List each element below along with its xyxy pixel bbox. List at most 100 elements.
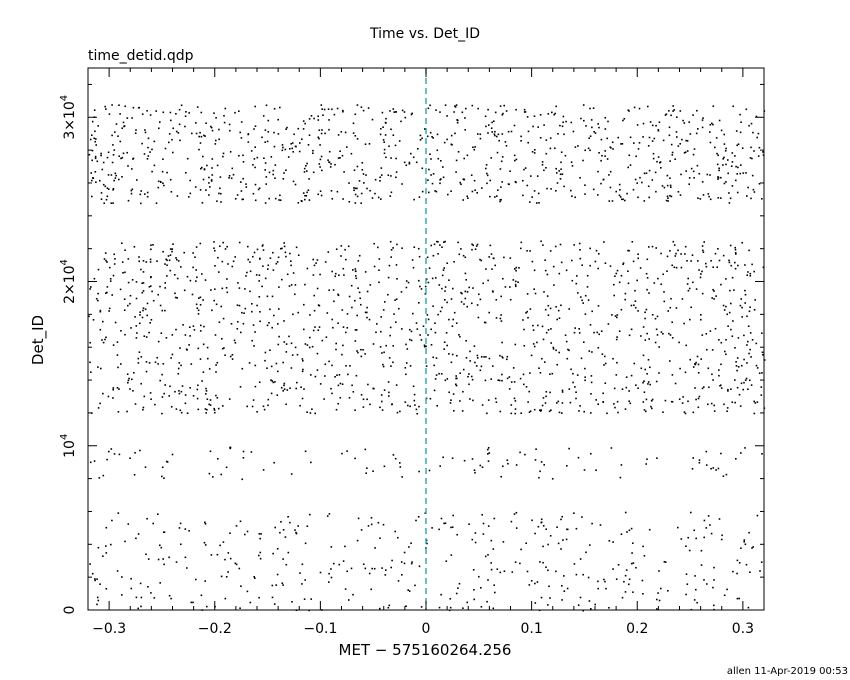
data-point bbox=[578, 410, 580, 412]
data-point bbox=[308, 118, 311, 120]
data-point bbox=[547, 304, 550, 307]
data-point bbox=[334, 376, 336, 378]
data-point bbox=[673, 109, 676, 111]
data-point bbox=[604, 382, 607, 384]
data-point bbox=[507, 183, 510, 185]
data-point bbox=[744, 289, 746, 292]
data-point bbox=[459, 372, 461, 374]
data-point bbox=[331, 270, 333, 273]
data-point bbox=[391, 559, 393, 562]
data-point bbox=[268, 197, 270, 200]
data-point bbox=[232, 173, 235, 176]
data-point bbox=[616, 400, 619, 403]
data-point bbox=[331, 364, 333, 367]
data-point bbox=[319, 273, 321, 276]
data-point bbox=[712, 379, 714, 381]
data-point bbox=[682, 119, 684, 122]
data-point bbox=[311, 408, 313, 410]
data-point bbox=[408, 590, 411, 592]
data-point bbox=[574, 146, 577, 148]
data-point bbox=[597, 170, 599, 173]
data-point bbox=[606, 412, 608, 415]
data-point bbox=[570, 368, 572, 371]
data-point bbox=[520, 247, 522, 250]
data-point bbox=[102, 474, 105, 477]
data-point bbox=[473, 469, 476, 471]
data-point bbox=[574, 327, 576, 329]
data-point bbox=[100, 367, 102, 370]
data-point bbox=[238, 287, 241, 289]
data-point bbox=[291, 601, 293, 603]
data-point bbox=[643, 380, 645, 382]
data-point bbox=[427, 334, 429, 336]
data-point bbox=[235, 563, 238, 566]
data-point bbox=[437, 157, 440, 160]
data-point bbox=[159, 285, 161, 288]
data-point bbox=[710, 467, 712, 470]
data-point bbox=[506, 377, 509, 380]
data-point bbox=[236, 328, 239, 330]
data-point bbox=[267, 131, 270, 133]
data-point bbox=[283, 172, 285, 174]
data-point bbox=[568, 388, 571, 390]
data-point bbox=[149, 151, 151, 153]
data-point bbox=[417, 148, 419, 150]
data-point bbox=[604, 117, 607, 119]
data-point bbox=[681, 402, 684, 404]
data-point bbox=[491, 121, 493, 124]
data-point bbox=[332, 326, 334, 329]
data-point bbox=[549, 535, 552, 537]
y-tick-label: 3×104 bbox=[59, 95, 78, 140]
data-point bbox=[418, 470, 420, 473]
data-point bbox=[638, 142, 641, 144]
data-point bbox=[663, 291, 665, 293]
data-point bbox=[445, 560, 448, 562]
data-point bbox=[453, 410, 455, 412]
data-point bbox=[720, 341, 723, 344]
data-point bbox=[192, 601, 194, 604]
data-point bbox=[404, 401, 407, 403]
data-point bbox=[229, 446, 232, 449]
data-point bbox=[409, 365, 412, 367]
data-point bbox=[504, 141, 507, 143]
data-point bbox=[274, 526, 276, 529]
data-point bbox=[695, 361, 697, 364]
data-point bbox=[693, 529, 695, 532]
data-point bbox=[720, 538, 723, 541]
data-point bbox=[482, 282, 484, 285]
data-point bbox=[631, 552, 633, 554]
data-point bbox=[588, 600, 591, 602]
data-point bbox=[127, 523, 130, 525]
data-point bbox=[616, 269, 619, 272]
data-point bbox=[571, 259, 573, 262]
data-point bbox=[405, 280, 408, 282]
data-point bbox=[581, 264, 583, 266]
data-point bbox=[113, 253, 115, 256]
data-point bbox=[556, 363, 558, 366]
data-point bbox=[710, 260, 712, 262]
data-point bbox=[669, 334, 672, 336]
data-point bbox=[562, 115, 565, 118]
data-point bbox=[227, 263, 229, 265]
data-point bbox=[134, 316, 136, 318]
data-point bbox=[625, 569, 628, 571]
data-point bbox=[450, 399, 452, 401]
data-point bbox=[458, 253, 461, 256]
data-point bbox=[743, 539, 746, 541]
data-point bbox=[606, 137, 608, 140]
data-point bbox=[478, 575, 480, 578]
data-point bbox=[501, 156, 504, 158]
data-point bbox=[266, 367, 268, 369]
data-point bbox=[154, 361, 157, 363]
data-point bbox=[703, 579, 705, 581]
data-point bbox=[761, 332, 763, 334]
data-point bbox=[150, 285, 152, 287]
data-point bbox=[210, 289, 212, 291]
data-point bbox=[107, 174, 110, 176]
data-point bbox=[466, 154, 469, 157]
data-point bbox=[612, 541, 614, 543]
data-point bbox=[240, 121, 243, 123]
data-point bbox=[197, 309, 200, 312]
data-point bbox=[139, 193, 142, 196]
data-point bbox=[693, 148, 696, 150]
